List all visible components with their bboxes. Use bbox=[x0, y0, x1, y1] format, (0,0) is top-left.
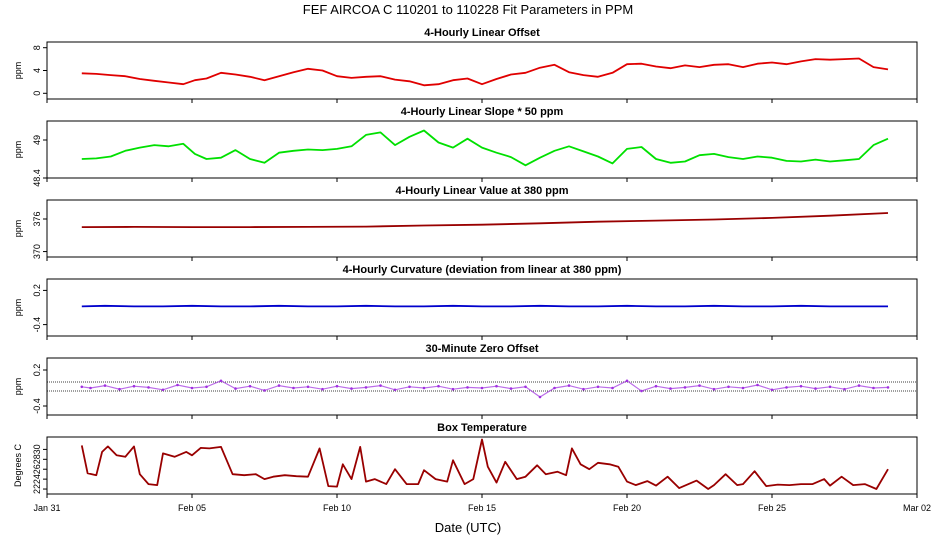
panel-title: 4-Hourly Curvature (deviation from linea… bbox=[343, 264, 622, 276]
panel-title: 4-Hourly Linear Offset bbox=[424, 27, 540, 39]
y-axis-label: ppm bbox=[13, 141, 23, 159]
x-axis-label: Date (UTC) bbox=[435, 520, 501, 535]
panel-frame bbox=[46, 199, 918, 258]
panel-title: Box Temperature bbox=[437, 422, 527, 434]
y-tick-label: 0 bbox=[32, 91, 42, 96]
panel-frame bbox=[46, 278, 918, 337]
series-line bbox=[81, 304, 888, 308]
panel-frame bbox=[46, 41, 918, 100]
panel-frame bbox=[46, 120, 918, 179]
y-tick-label: -0.4 bbox=[32, 317, 42, 333]
y-tick-label: 30 bbox=[32, 444, 42, 454]
y-tick-label: 0.2 bbox=[32, 284, 42, 297]
y-tick-label: 24 bbox=[32, 474, 42, 484]
y-tick-label: 376 bbox=[32, 211, 42, 226]
x-tick-label: Feb 25 bbox=[758, 503, 786, 513]
panel-title: 4-Hourly Linear Slope * 50 ppm bbox=[401, 106, 564, 118]
panel-3: 4-Hourly Linear Value at 380 ppm ppm 370 37… bbox=[13, 185, 918, 261]
y-tick-label: 8 bbox=[32, 45, 42, 50]
y-axis-label: ppm bbox=[13, 378, 23, 396]
panel-title: 4-Hourly Linear Value at 380 ppm bbox=[395, 185, 568, 197]
y-tick-label: -0.4 bbox=[32, 398, 42, 414]
figure-title: FEF AIRCOA C 110201 to 110228 Fit Parame… bbox=[303, 2, 633, 17]
panel-5: 30-Minute Zero Offset ppm -0.4 0.2 bbox=[13, 343, 918, 419]
x-axis: Jan 31 Feb 05 Feb 10 Feb 15 Feb 20 Feb 25 Mar … bbox=[33, 503, 931, 513]
x-tick-label: Jan 31 bbox=[33, 503, 60, 513]
x-tick-label: Mar 02 bbox=[903, 503, 931, 513]
y-axis-label: Degrees C bbox=[13, 443, 23, 487]
y-axis-label: ppm bbox=[13, 299, 23, 317]
x-tick-label: Feb 20 bbox=[613, 503, 641, 513]
y-axis-label: ppm bbox=[13, 220, 23, 238]
x-tick-label: Feb 05 bbox=[178, 503, 206, 513]
series-line bbox=[81, 212, 889, 228]
y-tick-label: 28 bbox=[32, 454, 42, 464]
panel-1: 4-Hourly Linear Offset ppm 0 4 8 bbox=[13, 27, 918, 103]
series-line bbox=[81, 129, 889, 167]
series-line bbox=[80, 438, 889, 490]
y-tick-label: 22 bbox=[32, 484, 42, 494]
panel-2: 4-Hourly Linear Slope * 50 ppm ppm 48.4 49 bbox=[13, 106, 918, 187]
x-tick-label: Feb 15 bbox=[468, 503, 496, 513]
y-tick-label: 370 bbox=[32, 244, 42, 259]
y-tick-label: 0.2 bbox=[32, 364, 42, 377]
y-tick-label: 26 bbox=[32, 464, 42, 474]
y-tick-label: 4 bbox=[32, 68, 42, 73]
panel-4: 4-Hourly Curvature (deviation from linea… bbox=[13, 264, 918, 340]
y-tick-label: 49 bbox=[32, 135, 42, 145]
x-tick-label: Feb 10 bbox=[323, 503, 351, 513]
y-axis-label: ppm bbox=[13, 62, 23, 80]
series-line bbox=[81, 57, 889, 87]
series-line bbox=[81, 380, 889, 398]
y-tick-label: 48.4 bbox=[32, 169, 42, 187]
panel-title: 30-Minute Zero Offset bbox=[425, 343, 538, 355]
